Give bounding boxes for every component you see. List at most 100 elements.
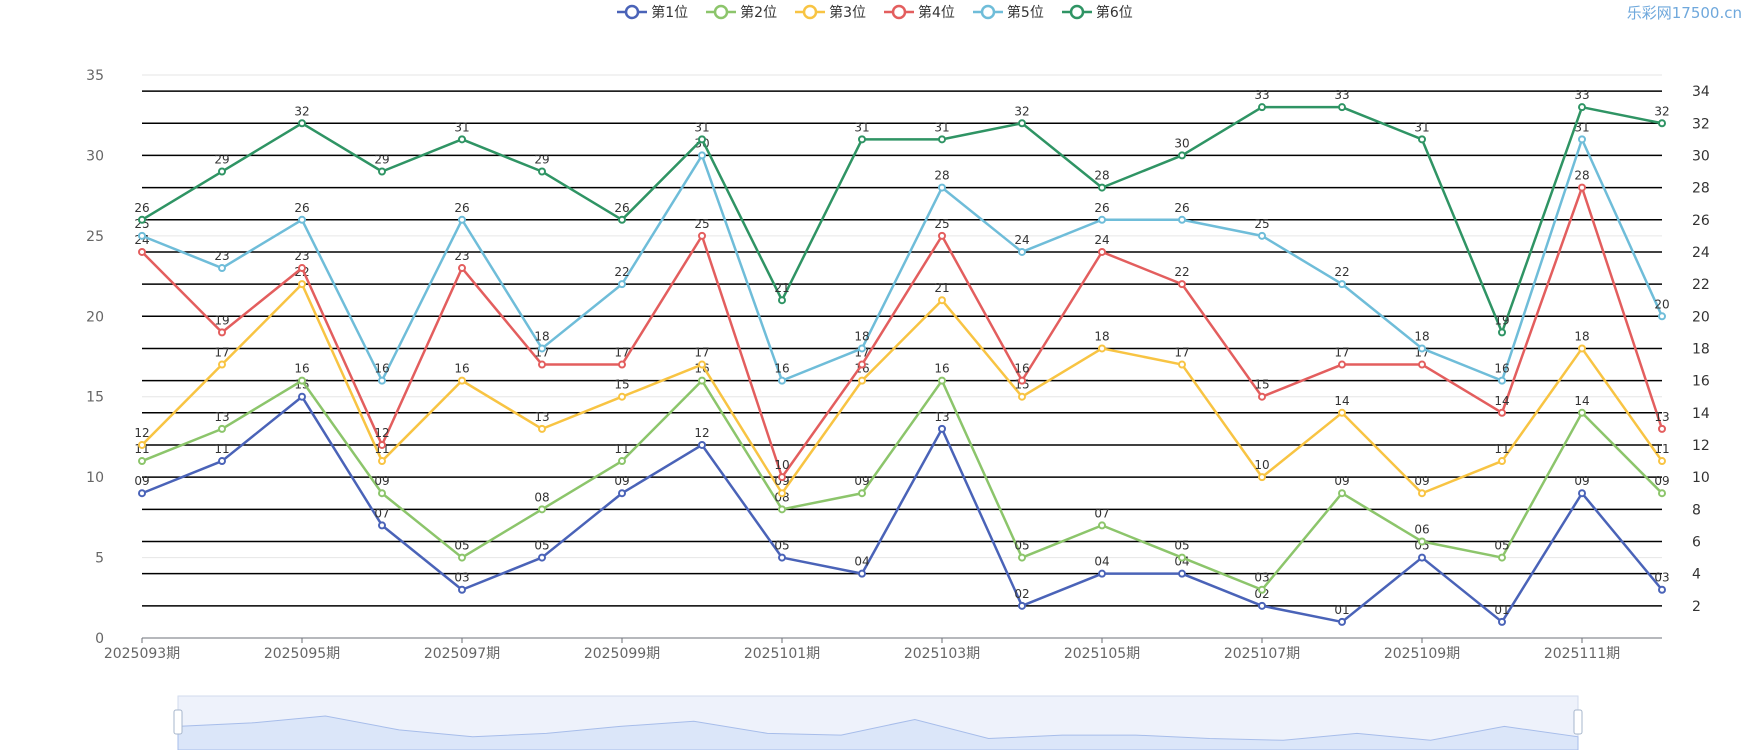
watermark: 乐彩网17500.cn bbox=[1626, 4, 1742, 22]
series-line-6 bbox=[141, 105, 1663, 334]
y-right-tick-label: 10 bbox=[1692, 470, 1710, 486]
data-point bbox=[1178, 360, 1186, 369]
legend-item[interactable]: 第6位 bbox=[1061, 2, 1133, 22]
data-point bbox=[938, 135, 946, 144]
legend-item[interactable]: 第2位 bbox=[706, 2, 777, 22]
legend-item[interactable]: 第5位 bbox=[972, 2, 1044, 22]
data-point bbox=[1658, 312, 1666, 321]
data-label: 11 bbox=[1654, 442, 1669, 456]
data-point bbox=[218, 328, 226, 337]
data-point bbox=[298, 264, 306, 273]
data-point bbox=[858, 376, 866, 385]
y-left-tick-label: 20 bbox=[86, 309, 104, 325]
data-point bbox=[538, 360, 546, 369]
data-point bbox=[1498, 617, 1506, 626]
data-point bbox=[298, 215, 306, 224]
data-label: 01 bbox=[1494, 603, 1509, 617]
legend-label: 第3位 bbox=[829, 5, 866, 21]
data-point bbox=[1098, 247, 1106, 256]
data-point bbox=[1178, 569, 1186, 578]
data-label: 10 bbox=[774, 458, 789, 472]
data-label: 13 bbox=[534, 410, 549, 424]
data-label: 05 bbox=[1494, 539, 1509, 553]
data-label: 09 bbox=[614, 474, 629, 488]
legend-swatch-icon bbox=[617, 4, 648, 20]
legend-item[interactable]: 第1位 bbox=[617, 2, 688, 22]
data-label: 07 bbox=[1094, 506, 1109, 520]
data-label: 09 bbox=[374, 474, 389, 488]
data-point bbox=[618, 489, 626, 498]
data-point bbox=[1098, 569, 1106, 578]
data-point bbox=[218, 264, 226, 273]
data-point bbox=[938, 231, 946, 240]
zoom-handle-right[interactable] bbox=[1573, 709, 1583, 735]
data-label: 22 bbox=[614, 265, 629, 279]
data-label: 07 bbox=[374, 506, 389, 520]
data-label: 05 bbox=[454, 539, 469, 553]
data-point bbox=[1498, 457, 1506, 466]
data-point bbox=[1658, 119, 1666, 128]
data-point bbox=[538, 167, 546, 176]
data-label: 09 bbox=[854, 474, 869, 488]
data-point bbox=[618, 392, 626, 401]
data-label: 09 bbox=[1574, 474, 1589, 488]
zoom-handle-left[interactable] bbox=[173, 709, 183, 735]
data-label: 29 bbox=[534, 153, 549, 167]
chart-legend: 第1位 第2位 第3位 第4位 第5位 第6位 bbox=[0, 2, 1750, 22]
data-point bbox=[1418, 344, 1426, 353]
data-label: 18 bbox=[854, 329, 869, 343]
data-label: 18 bbox=[534, 329, 549, 343]
data-point bbox=[1578, 344, 1586, 353]
legend-item[interactable]: 第4位 bbox=[884, 2, 955, 22]
data-label: 29 bbox=[374, 153, 389, 167]
data-label: 16 bbox=[934, 362, 949, 376]
y-right-tick-label: 6 bbox=[1692, 534, 1701, 550]
y-right-tick-label: 12 bbox=[1692, 438, 1710, 454]
data-point bbox=[778, 489, 786, 498]
data-point bbox=[1018, 601, 1026, 610]
data-point bbox=[1178, 553, 1186, 562]
data-point bbox=[138, 489, 146, 498]
data-label: 25 bbox=[1254, 217, 1269, 231]
data-point bbox=[1578, 135, 1586, 144]
y-left-tick-label: 35 bbox=[86, 68, 104, 84]
data-point bbox=[218, 424, 226, 433]
data-point bbox=[458, 135, 466, 144]
data-point bbox=[618, 280, 626, 289]
data-label: 13 bbox=[1654, 410, 1669, 424]
data-point bbox=[778, 296, 786, 305]
data-label: 09 bbox=[1414, 474, 1429, 488]
data-label: 04 bbox=[1094, 555, 1109, 569]
data-label: 23 bbox=[454, 249, 469, 263]
data-point bbox=[1658, 424, 1666, 433]
data-point bbox=[1018, 392, 1026, 401]
y-right-tick-label: 8 bbox=[1692, 502, 1701, 518]
y-right-tick-label: 20 bbox=[1692, 309, 1710, 325]
x-tick-label: 2025101期 bbox=[744, 646, 820, 662]
data-label: 22 bbox=[1334, 265, 1349, 279]
data-point bbox=[458, 264, 466, 273]
data-label: 15 bbox=[1254, 378, 1269, 392]
data-label: 24 bbox=[1014, 233, 1029, 247]
data-point bbox=[1578, 408, 1586, 417]
x-tick-label: 2025103期 bbox=[904, 646, 980, 662]
data-label: 16 bbox=[1494, 362, 1509, 376]
data-point bbox=[298, 376, 306, 385]
data-point bbox=[458, 553, 466, 562]
data-label: 23 bbox=[214, 249, 229, 263]
data-point bbox=[1098, 344, 1106, 353]
series-line-5 bbox=[141, 138, 1664, 382]
x-tick-label: 2025107期 bbox=[1224, 646, 1300, 662]
data-point bbox=[538, 424, 546, 433]
data-label: 25 bbox=[694, 217, 709, 231]
data-label: 28 bbox=[1574, 169, 1589, 183]
x-tick-label: 2025109期 bbox=[1384, 646, 1460, 662]
legend-item[interactable]: 第3位 bbox=[795, 2, 866, 22]
data-point bbox=[1178, 151, 1186, 160]
data-point bbox=[138, 231, 146, 240]
y-right-tick-label: 32 bbox=[1692, 116, 1710, 132]
data-point bbox=[1338, 489, 1346, 498]
y-left-tick-label: 10 bbox=[86, 470, 104, 486]
data-label: 16 bbox=[774, 362, 789, 376]
data-label: 22 bbox=[1174, 265, 1189, 279]
